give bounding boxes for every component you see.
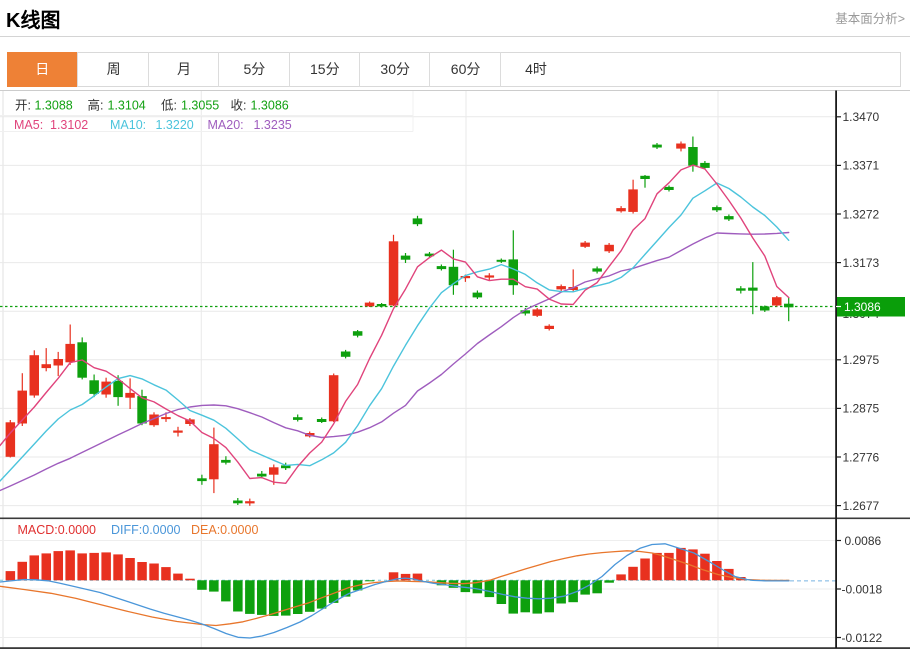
svg-text:-0.0122: -0.0122: [842, 631, 883, 645]
svg-text:1.3102: 1.3102: [50, 118, 88, 132]
svg-text:1.3220: 1.3220: [156, 118, 194, 132]
svg-text:1.3371: 1.3371: [843, 159, 880, 173]
svg-text:1.2975: 1.2975: [843, 353, 880, 367]
svg-text:0.0086: 0.0086: [845, 534, 882, 548]
svg-text:MA10:: MA10:: [110, 118, 146, 132]
svg-text:1.2875: 1.2875: [843, 402, 880, 416]
svg-text:-0.0018: -0.0018: [842, 582, 883, 596]
svg-text:1.3272: 1.3272: [843, 207, 880, 221]
svg-text:1.3086: 1.3086: [844, 300, 881, 314]
svg-text:1.3235: 1.3235: [254, 118, 292, 132]
svg-text:1.3173: 1.3173: [843, 256, 880, 270]
svg-text:开:: 开:: [15, 98, 31, 112]
svg-text:MA20:: MA20:: [208, 118, 244, 132]
svg-text:1.2677: 1.2677: [843, 499, 880, 513]
svg-text:1.2776: 1.2776: [843, 450, 880, 464]
svg-text:1.3104: 1.3104: [108, 98, 146, 112]
svg-text:MA5:: MA5:: [14, 118, 43, 132]
svg-text:1.3088: 1.3088: [35, 98, 73, 112]
svg-text:高:: 高:: [88, 97, 104, 112]
svg-text:1.3470: 1.3470: [843, 110, 880, 124]
svg-text:DIFF:0.0000: DIFF:0.0000: [111, 523, 181, 537]
svg-text:DEA:0.0000: DEA:0.0000: [191, 523, 258, 537]
svg-text:低:: 低:: [161, 98, 177, 112]
svg-text:1.3055: 1.3055: [181, 98, 219, 112]
svg-text:收:: 收:: [231, 98, 247, 112]
svg-text:1.3086: 1.3086: [251, 98, 289, 112]
svg-text:MACD:0.0000: MACD:0.0000: [18, 523, 97, 537]
